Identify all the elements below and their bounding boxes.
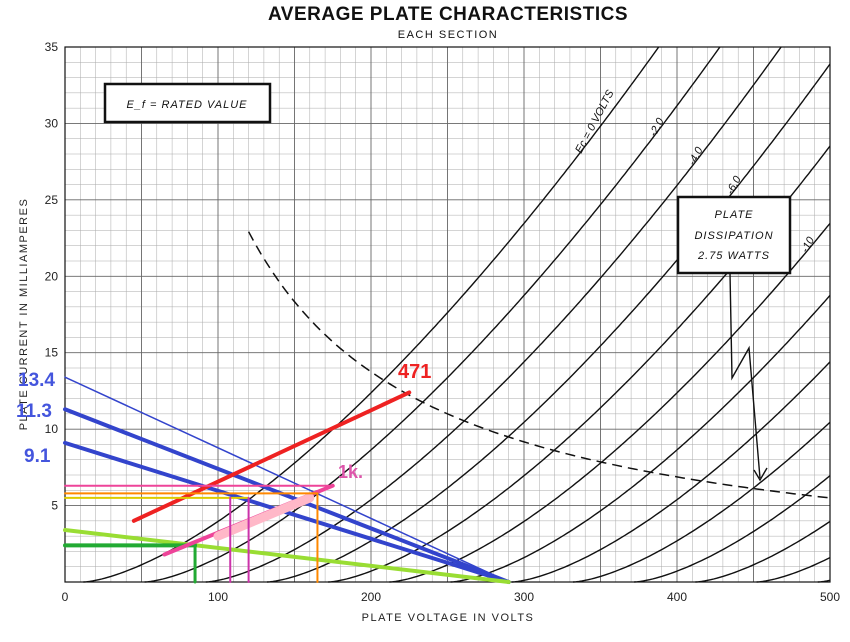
annotations: 13.4 11.3 9.1 471 1k. xyxy=(16,361,431,482)
dissipation-arrowhead xyxy=(753,467,768,482)
annotation-1k: 1k. xyxy=(338,462,363,482)
y-tick-label: 15 xyxy=(45,346,59,360)
dissipation-box-line2: DISSIPATION xyxy=(694,230,773,242)
curve-label: -2.0 xyxy=(647,115,667,138)
annotation-471: 471 xyxy=(398,361,431,383)
plate-curve xyxy=(511,361,831,583)
plate-curve xyxy=(450,294,831,583)
y-tick-label: 30 xyxy=(45,116,59,130)
y-tick-label: 35 xyxy=(45,40,59,54)
minor-grid xyxy=(65,47,830,582)
dissipation-box: PLATE DISSIPATION 2.75 WATTS xyxy=(676,195,792,482)
x-tick-label: 300 xyxy=(514,590,534,604)
plate-curve xyxy=(266,63,831,583)
annotation-13-4: 13.4 xyxy=(18,370,55,391)
load-line xyxy=(131,390,412,523)
plate-curve xyxy=(205,46,782,583)
x-tick-label: 0 xyxy=(62,590,69,604)
x-axis-label: PLATE VOLTAGE IN VOLTS xyxy=(362,612,535,624)
dissipation-curve xyxy=(247,231,831,499)
y-tick-label: 5 xyxy=(51,499,58,513)
x-tick-label: 400 xyxy=(667,590,687,604)
x-tick-label: 200 xyxy=(361,590,381,604)
major-grid xyxy=(65,47,830,582)
x-tick-label: 100 xyxy=(208,590,228,604)
load-line xyxy=(63,407,511,584)
x-tick-label: 500 xyxy=(820,590,840,604)
plate-curve xyxy=(817,579,831,583)
dissipation-box-line1: PLATE xyxy=(714,209,753,221)
curve-label: -4.0 xyxy=(686,145,706,168)
y-tick-label: 20 xyxy=(45,269,59,283)
dissipation-box-frame xyxy=(676,195,792,275)
chart-title: AVERAGE PLATE CHARACTERISTICS xyxy=(268,4,628,25)
dissipation-pointer xyxy=(729,272,761,479)
annotation-11-3: 11.3 xyxy=(16,401,52,422)
chart-subtitle: EACH SECTION xyxy=(398,29,499,41)
curve-label: -6.0 xyxy=(724,174,744,197)
plate-curve xyxy=(695,520,831,583)
load-lines xyxy=(63,376,511,584)
y-tick-label: 25 xyxy=(45,193,59,207)
condition-box: E_f = RATED VALUE xyxy=(103,82,272,124)
condition-box-text: E_f = RATED VALUE xyxy=(126,99,247,111)
plate-curve xyxy=(634,475,831,583)
dissipation-box-line3: 2.75 WATTS xyxy=(697,250,770,262)
plate-curve xyxy=(756,556,831,583)
plate-curves xyxy=(83,46,831,583)
condition-box-frame xyxy=(103,82,272,124)
plot-frame xyxy=(64,46,831,583)
y-axis-label: PLATE CURRENT IN MILLIAMPERES xyxy=(18,198,30,431)
load-line xyxy=(213,493,315,541)
plate-curve xyxy=(389,222,831,583)
x-tick-labels: 0 100 200 300 400 500 xyxy=(62,590,841,604)
load-line xyxy=(64,376,510,583)
curve-label: Ec = 0 VOLTS xyxy=(573,88,617,156)
y-tick-labels: 5 10 15 20 25 30 35 xyxy=(45,40,59,513)
plate-curve xyxy=(572,421,831,583)
annotation-9-1: 9.1 xyxy=(24,446,51,467)
plate-curve xyxy=(144,46,721,583)
load-line xyxy=(63,440,511,584)
load-line xyxy=(63,528,511,584)
y-tick-label: 10 xyxy=(45,422,59,436)
